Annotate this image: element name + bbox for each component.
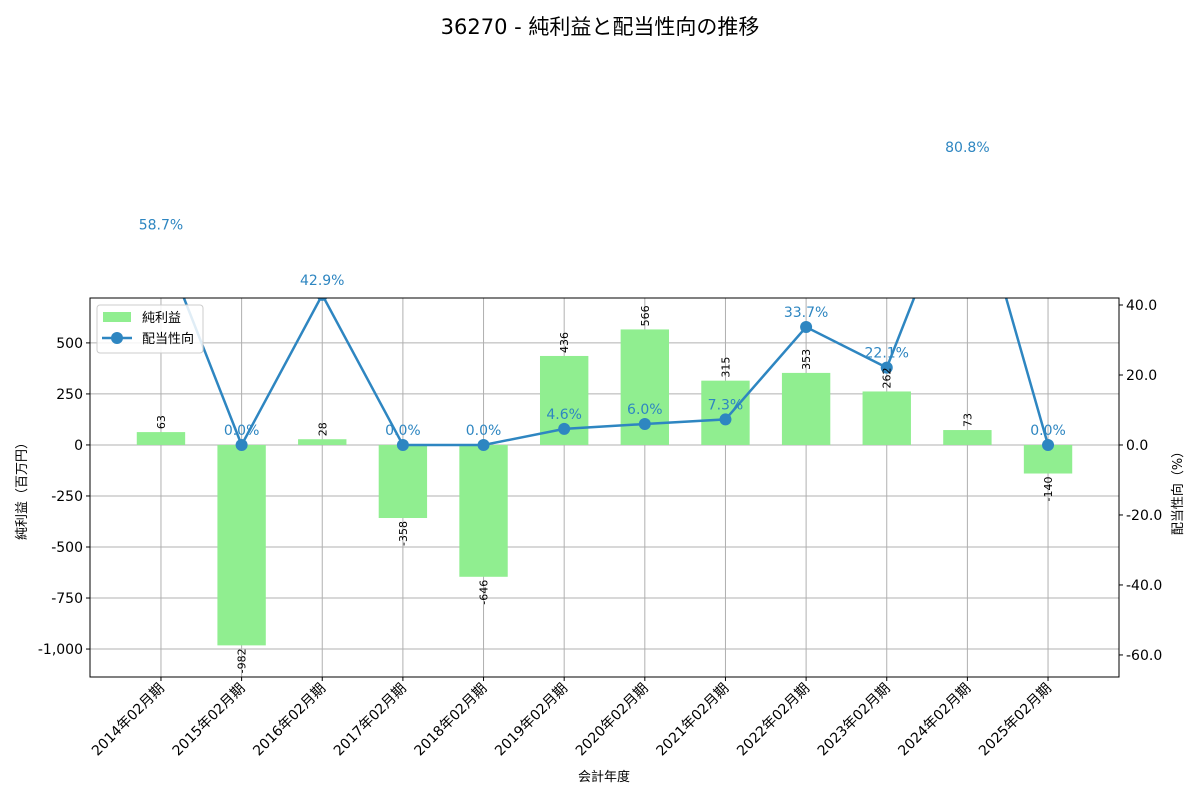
bar-label: 315: [719, 357, 732, 378]
legend: 純利益 配当性向: [96, 304, 204, 354]
payout-polyline: [182, 298, 1050, 448]
payout-point: [477, 438, 490, 451]
payout-label: 0.0%: [385, 423, 421, 439]
payout-label: 0.0%: [224, 423, 260, 439]
x-tick-label: 2021年02月期: [653, 681, 732, 760]
y-tick-label-right: 20.0: [1126, 368, 1157, 384]
x-tick-label: 2017年02月期: [331, 681, 410, 760]
y-tick-label-left: 250: [56, 387, 83, 403]
payout-label: 42.9%: [300, 273, 344, 289]
y-tick-label-left: 500: [56, 336, 83, 352]
y-axis-label-right: 配当性向（%）: [1170, 445, 1186, 535]
y-tick-label-right: 40.0: [1126, 298, 1157, 314]
bar-label: 436: [558, 332, 571, 353]
y-tick-label-left: -500: [51, 540, 83, 556]
x-tick-label: 2022年02月期: [734, 681, 813, 760]
x-tick-label: 2015年02月期: [170, 681, 249, 760]
y-tick-label-left: 0: [74, 438, 83, 454]
y-tick-label-left: -750: [51, 591, 83, 607]
y-tick-label-left: -250: [51, 489, 83, 505]
y-axis-label-left: 純利益（百万円）: [15, 436, 30, 540]
payout-label: 0.0%: [1030, 423, 1066, 439]
payout-line: [155, 156, 1055, 451]
payout-label: 7.3%: [708, 397, 744, 413]
bar: [378, 444, 428, 519]
bar-label: 566: [639, 305, 652, 326]
y-tick-label-right: 0.0: [1126, 438, 1148, 454]
y-tick-label-left: -1,000: [38, 642, 83, 658]
bar: [862, 391, 911, 445]
bar-label: 353: [800, 349, 813, 370]
x-tick-label: 2025年02月期: [976, 681, 1055, 760]
bar-label: -358: [397, 521, 410, 546]
bar: [459, 444, 508, 577]
bar: [701, 380, 750, 445]
x-tick-label: 2018年02月期: [412, 681, 491, 760]
payout-label: 0.0%: [466, 423, 502, 439]
payout-point: [155, 234, 167, 246]
payout-point: [396, 438, 409, 451]
legend-label-payout: 配当性向: [142, 331, 194, 347]
payout-point: [317, 298, 328, 301]
y-tick-label-right: -20.0: [1126, 508, 1162, 524]
payout-point: [638, 417, 651, 430]
payout-point: [961, 156, 973, 168]
payout-point: [800, 321, 813, 334]
chart-title: 36270 - 純利益と配当性向の推移: [441, 15, 760, 39]
bar-label: -646: [478, 580, 491, 605]
x-tick-label: 2014年02月期: [89, 681, 168, 760]
legend-marker: [111, 332, 123, 344]
payout-label: 4.6%: [546, 407, 582, 423]
y-tick-label-right: -40.0: [1126, 578, 1162, 594]
payout-point: [1042, 438, 1055, 451]
payout-label: 6.0%: [627, 402, 663, 418]
bar: [217, 444, 266, 646]
payout-point: [719, 413, 732, 426]
bar-label: 28: [316, 422, 329, 436]
ticks: 500 250 0 -250 -500 -750 -1,000 40.0 20.0 0.0 -20.…: [38, 298, 1162, 759]
payout-point: [880, 361, 893, 374]
payout-label: 58.7%: [139, 218, 183, 234]
bars: [136, 329, 1073, 646]
bar: [298, 439, 347, 445]
x-tick-label: 2019年02月期: [492, 681, 571, 760]
legend-label-net-income: 純利益: [142, 311, 181, 326]
y-tick-label-right: -60.0: [1126, 648, 1162, 664]
bar: [136, 432, 186, 445]
payout-point: [558, 422, 571, 435]
x-tick-label: 2020年02月期: [573, 681, 652, 760]
bar-label: 63: [155, 415, 168, 429]
plot-frame: [89, 297, 1120, 678]
payout-point: [235, 438, 248, 451]
payout-label: 80.8%: [945, 140, 989, 156]
payout-label: 22.1%: [865, 346, 909, 362]
bar: [781, 372, 831, 445]
bar-label: 73: [961, 413, 974, 427]
x-axis-label: 会計年度: [578, 769, 630, 785]
x-tick-label: 2016年02月期: [250, 681, 329, 760]
bar-label: 262: [881, 367, 894, 388]
bar-label: -140: [1042, 477, 1055, 502]
data-labels: 63 -982 28 -358 -646 436 566 315 353 262 73 -140 58.…: [139, 140, 1066, 673]
legend-bar-swatch: [103, 312, 131, 322]
payout-label: 33.7%: [784, 305, 828, 321]
bar: [943, 430, 992, 445]
x-tick-label: 2024年02月期: [895, 681, 974, 760]
bar-label: -982: [236, 648, 249, 673]
x-tick-label: 2023年02月期: [815, 681, 894, 760]
